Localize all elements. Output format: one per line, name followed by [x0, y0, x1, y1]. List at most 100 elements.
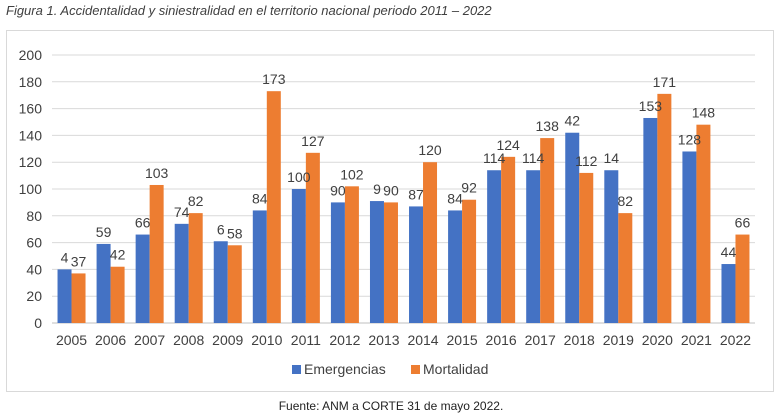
data-label: 44 [721, 244, 737, 260]
bar-emergencias [643, 117, 658, 323]
bar-mortalidad [735, 234, 750, 323]
bar-emergencias [565, 132, 580, 323]
y-tick-label: 160 [19, 101, 43, 117]
data-label: 148 [692, 105, 716, 121]
data-label: 90 [383, 182, 399, 198]
figure-caption: Figura 1. Accidentalidad y siniestralida… [6, 3, 492, 18]
x-tick-label: 2015 [447, 332, 478, 348]
data-label: 114 [522, 150, 545, 166]
data-label: 171 [653, 74, 677, 90]
y-tick-label: 140 [19, 127, 43, 143]
y-axis: 0 20 40 60 80 100 120 140 160 180 200 [19, 47, 43, 331]
bar-mortalidad [462, 199, 477, 323]
data-label: 153 [639, 98, 663, 114]
data-label: 4 [61, 249, 69, 265]
bar-emergencias [487, 170, 502, 323]
bar-mortalidad [383, 202, 398, 323]
x-tick-label: 2019 [603, 332, 634, 348]
bar-mortalidad [696, 124, 711, 324]
data-label: 84 [447, 190, 463, 206]
data-label: 82 [188, 193, 204, 209]
bar-emergencias [448, 210, 463, 323]
data-label: 37 [71, 253, 87, 269]
data-label: 138 [536, 118, 560, 134]
bars [57, 91, 750, 324]
y-tick-label: 40 [26, 261, 42, 277]
data-label: 173 [262, 71, 286, 87]
bar-mortalidad [227, 245, 242, 323]
y-tick-label: 80 [26, 208, 42, 224]
x-axis: 2005 2006 2007 2008 2009 2010 2011 2012 2013 2014… [56, 332, 751, 348]
x-tick-label: 2016 [486, 332, 517, 348]
data-label: 58 [227, 225, 243, 241]
x-tick-label: 2006 [95, 332, 126, 348]
data-label: 82 [618, 193, 634, 209]
data-label: 74 [174, 204, 190, 220]
bar-emergencias [409, 206, 424, 323]
legend: Emergencias Mortalidad [292, 361, 488, 377]
x-tick-label: 2017 [525, 332, 556, 348]
data-label: 124 [496, 137, 520, 153]
y-tick-label: 100 [19, 181, 43, 197]
bar-mortalidad [71, 273, 86, 323]
legend-label-emergencias: Emergencias [304, 361, 386, 377]
legend-swatch-mortalidad [411, 365, 420, 374]
bar-emergencias [682, 151, 697, 323]
bar-mortalidad [540, 138, 555, 323]
chart-frame [6, 30, 774, 392]
x-tick-label: 2005 [56, 332, 87, 348]
bar-mortalidad [266, 91, 281, 324]
bar-chart: 0 20 40 60 80 100 120 140 160 180 200 4 37 59 42 66 103… [19, 47, 755, 377]
bar-emergencias [330, 202, 345, 323]
data-label: 42 [110, 247, 126, 263]
data-label: 112 [575, 153, 598, 169]
data-label: 59 [96, 224, 112, 240]
y-tick-label: 20 [26, 288, 42, 304]
x-tick-label: 2013 [368, 332, 399, 348]
x-tick-label: 2022 [720, 332, 751, 348]
data-label: 84 [252, 190, 268, 206]
gridlines [52, 54, 755, 324]
y-tick-label: 200 [19, 47, 43, 63]
data-label: 120 [418, 142, 442, 158]
data-label: 92 [461, 180, 477, 196]
x-tick-label: 2010 [251, 332, 282, 348]
source-note: Fuente: ANM a CORTE 31 de mayo 2022. [278, 399, 504, 413]
bar-mortalidad [423, 162, 438, 323]
data-label: 6 [217, 221, 225, 237]
data-label: 100 [287, 169, 311, 185]
bar-emergencias [604, 170, 619, 323]
y-tick-label: 180 [19, 74, 43, 90]
bar-mortalidad [657, 93, 672, 323]
x-tick-label: 2021 [681, 332, 712, 348]
data-label: 66 [735, 215, 751, 231]
data-label: 103 [145, 165, 169, 181]
y-tick-label: 0 [34, 315, 42, 331]
bar-emergencias [526, 170, 541, 323]
data-label: 102 [340, 166, 364, 182]
bar-emergencias [252, 210, 267, 323]
bar-mortalidad [344, 186, 359, 323]
data-label: 87 [408, 186, 424, 202]
bar-emergencias [174, 223, 189, 323]
data-label: 9 [373, 181, 381, 197]
bar-emergencias [135, 234, 150, 323]
bar-emergencias [291, 189, 306, 323]
bar-mortalidad [188, 213, 203, 323]
bar-mortalidad [501, 156, 516, 323]
x-tick-label: 2007 [134, 332, 165, 348]
bar-emergencias [57, 269, 72, 323]
bar-emergencias [721, 264, 736, 323]
data-label: 14 [604, 150, 620, 166]
bar-mortalidad [110, 266, 125, 323]
x-tick-label: 2008 [173, 332, 204, 348]
bar-mortalidad [579, 172, 594, 323]
bar-emergencias [369, 201, 384, 323]
data-label: 42 [564, 113, 580, 129]
data-label: 128 [678, 131, 702, 147]
x-tick-label: 2011 [291, 332, 321, 348]
y-tick-label: 60 [26, 235, 42, 251]
data-label: 114 [483, 150, 506, 166]
bar-emergencias [96, 243, 111, 323]
